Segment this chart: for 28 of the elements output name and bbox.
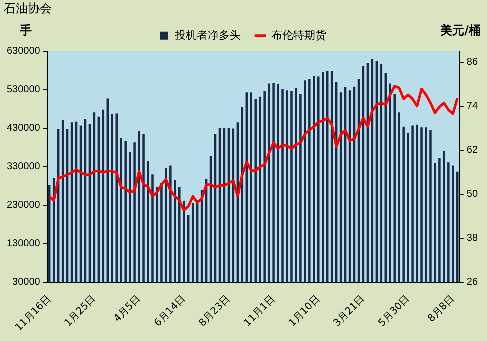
x-tick-label: 11月1日 <box>242 294 278 330</box>
y2-axis-title: 美元/桶 <box>440 24 481 38</box>
x-tick-label: 11月16日 <box>14 294 54 334</box>
y-axis-title: 手 <box>19 24 32 38</box>
x-tick-label: 4月5日 <box>112 294 144 325</box>
x-tick-label: 1月25日 <box>62 294 98 330</box>
y-tick-label: 630000 <box>6 46 41 58</box>
y2-tick-label: 86 <box>466 57 478 68</box>
x-tick-label: 1月10日 <box>287 294 323 330</box>
chart-title: 石油协会 <box>4 1 52 16</box>
x-tick-label: 8月8日 <box>426 294 458 325</box>
y2-tick-label: 26 <box>466 277 478 288</box>
y-tick-label: 130000 <box>6 238 41 250</box>
y2-tick-label: 74 <box>466 101 478 112</box>
y2-tick-label: 50 <box>466 189 478 200</box>
y2-tick-label: 38 <box>466 233 478 244</box>
y2-tick-label: 62 <box>466 145 478 156</box>
x-tick-label: 6月14日 <box>152 294 188 330</box>
x-tick-label: 5月30日 <box>376 294 412 330</box>
y-tick-label: 30000 <box>12 277 41 288</box>
y-tick-label: 530000 <box>6 84 41 96</box>
x-tick-label: 3月21日 <box>332 294 368 330</box>
y-tick-label: 430000 <box>6 123 41 134</box>
y-tick-label: 230000 <box>6 200 41 212</box>
y-tick-label: 330000 <box>6 162 41 173</box>
legend-label: 布伦特期货 <box>272 28 326 42</box>
legend-label: 投机者净多头 <box>174 28 241 42</box>
x-tick-label: 8月23日 <box>197 294 233 330</box>
